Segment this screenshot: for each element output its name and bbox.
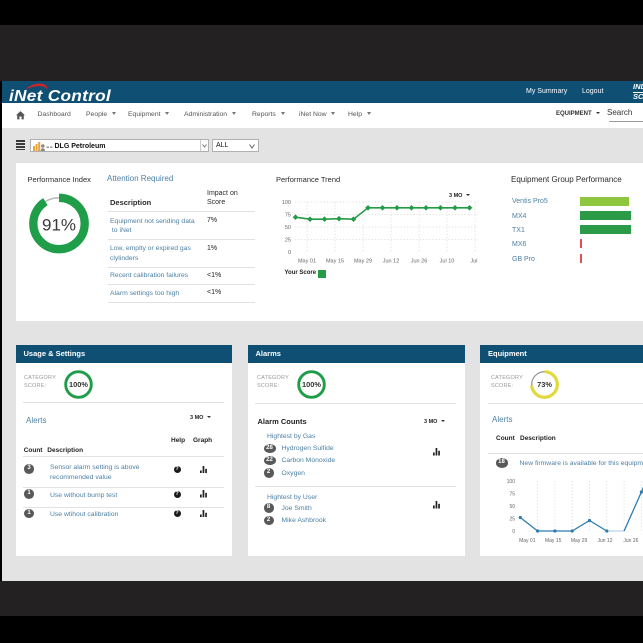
svg-text:25: 25: [509, 517, 515, 523]
svg-text:100: 100: [282, 200, 291, 206]
svg-text:May 15: May 15: [545, 538, 562, 544]
svg-text:75: 75: [285, 213, 291, 219]
svg-text:Jun 12: Jun 12: [597, 538, 612, 544]
svg-text:Jul: Jul: [470, 259, 477, 265]
svg-text:May 01: May 01: [298, 259, 316, 265]
svg-text:73%: 73%: [537, 380, 552, 389]
svg-text:100%: 100%: [302, 380, 321, 389]
svg-text:0: 0: [288, 250, 291, 256]
svg-text:50: 50: [509, 504, 515, 510]
svg-text:75: 75: [509, 492, 515, 498]
svg-text:Jun 12: Jun 12: [383, 259, 400, 265]
svg-text:0: 0: [512, 529, 515, 535]
svg-text:May 15: May 15: [326, 259, 344, 265]
svg-text:May 01: May 01: [519, 538, 536, 544]
svg-text:Jun 26: Jun 26: [411, 259, 428, 265]
svg-text:100: 100: [507, 479, 516, 485]
svg-text:May 29: May 29: [571, 538, 588, 544]
svg-text:50: 50: [285, 225, 291, 231]
svg-text:91%: 91%: [42, 215, 76, 234]
svg-text:Jun 26: Jun 26: [623, 538, 638, 544]
svg-text:Jul 10: Jul 10: [440, 259, 455, 265]
svg-text:May 29: May 29: [354, 259, 372, 265]
svg-text:25: 25: [285, 238, 291, 244]
svg-text:100%: 100%: [69, 380, 88, 389]
